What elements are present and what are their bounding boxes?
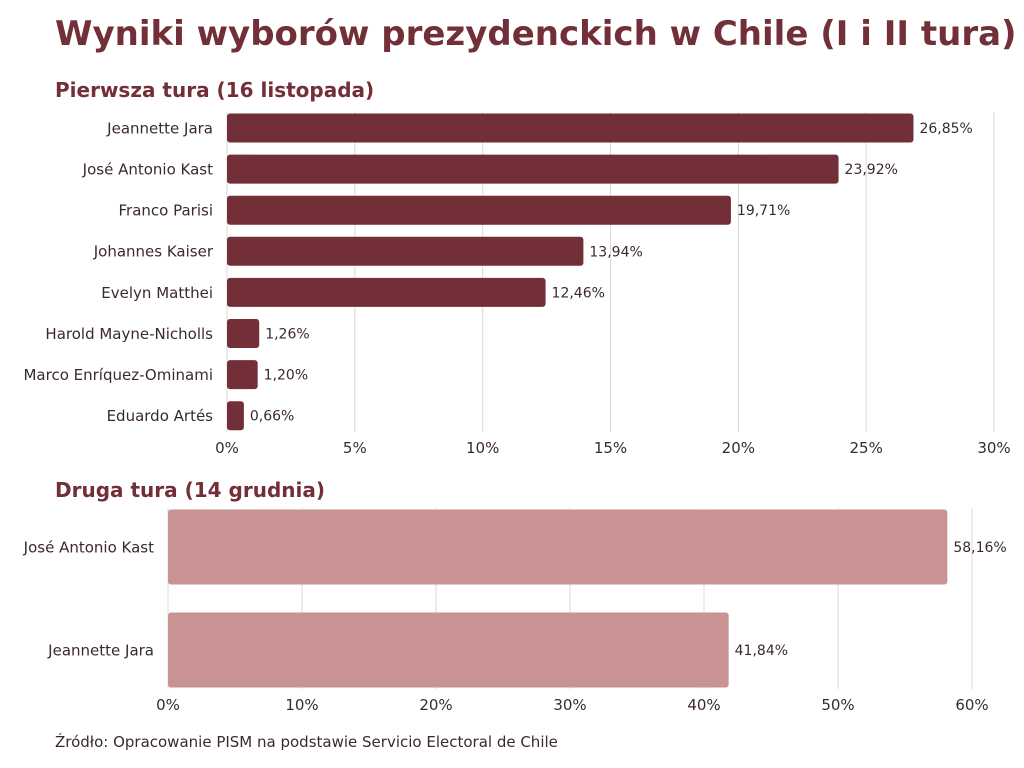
data-label: 23,92%: [845, 162, 898, 178]
category-label: Jeannette Jara: [47, 641, 154, 659]
source-note: Źródło: Opracowanie PISM na podstawie Se…: [55, 733, 558, 751]
x-tick-label: 30%: [553, 696, 586, 714]
category-label: Harold Mayne-Nicholls: [45, 325, 213, 343]
first-round-title: Pierwsza tura (16 listopada): [55, 78, 375, 102]
bar: [227, 154, 839, 184]
bar: [227, 195, 731, 225]
x-tick-label: 60%: [955, 696, 988, 714]
data-label: 26,85%: [919, 121, 972, 137]
x-tick-label: 15%: [594, 439, 627, 457]
x-tick-label: 0%: [215, 439, 239, 457]
bar: [227, 236, 584, 266]
x-tick-label: 10%: [285, 696, 318, 714]
x-tick-label: 10%: [466, 439, 499, 457]
category-label: José Antonio Kast: [23, 538, 154, 556]
data-label: 12,46%: [552, 285, 605, 301]
x-tick-label: 25%: [849, 439, 882, 457]
x-tick-label: 40%: [687, 696, 720, 714]
bar: [227, 113, 914, 143]
x-tick-label: 50%: [821, 696, 854, 714]
x-tick-label: 20%: [722, 439, 755, 457]
x-tick-label: 30%: [977, 439, 1010, 457]
data-label: 58,16%: [953, 540, 1006, 556]
bar: [168, 612, 729, 688]
data-label: 1,26%: [265, 326, 309, 342]
first-round-chart: 0% 5% 10% 15% 20% 25% 30% Jeannette Jara 26,85% J…: [23, 112, 1011, 457]
x-tick-label: 5%: [343, 439, 367, 457]
bar: [168, 509, 948, 585]
data-label: 13,94%: [589, 244, 642, 260]
data-label: 41,84%: [735, 643, 788, 659]
category-label: Jeannette Jara: [106, 119, 213, 137]
category-label: José Antonio Kast: [82, 161, 213, 179]
chart-main-title: Wyniki wyborów prezydenckich w Chile (I …: [55, 14, 1017, 54]
data-label: 19,71%: [737, 203, 790, 219]
category-label: Evelyn Matthei: [101, 284, 213, 302]
bar: [227, 319, 260, 348]
x-tick-label: 20%: [419, 696, 452, 714]
second-round-title: Druga tura (14 grudnia): [55, 478, 325, 502]
data-label: 0,66%: [250, 409, 294, 425]
category-label: Eduardo Artés: [107, 407, 214, 425]
category-label: Marco Enríquez-Ominami: [23, 366, 213, 384]
data-label: 1,20%: [264, 368, 308, 384]
bar: [227, 401, 244, 431]
bar: [227, 277, 546, 307]
category-label: Franco Parisi: [119, 202, 213, 220]
bar: [227, 360, 258, 390]
x-tick-label: 0%: [156, 696, 180, 714]
category-label: Johannes Kaiser: [93, 243, 214, 261]
